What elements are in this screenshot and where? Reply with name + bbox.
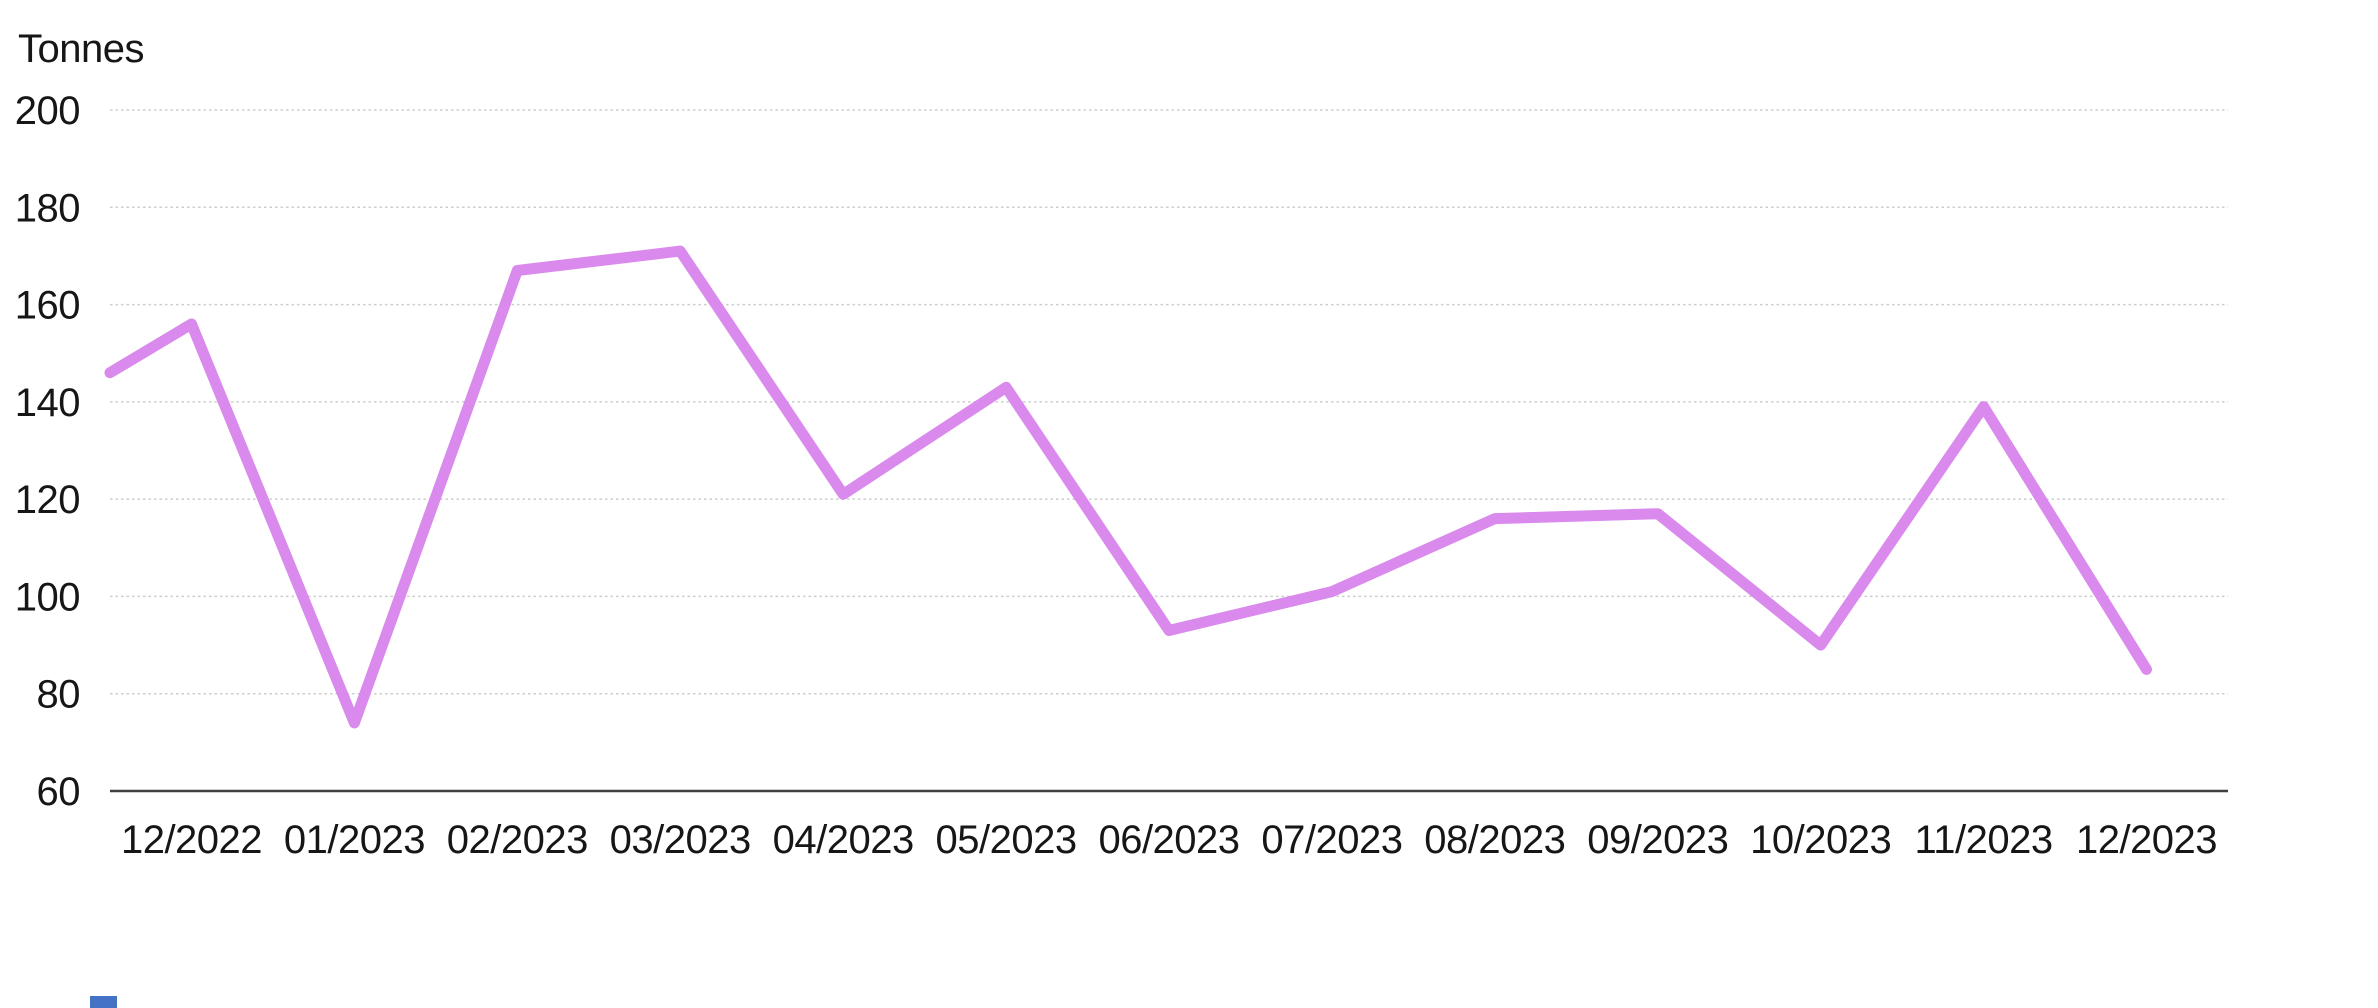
xtick-label-12/2023: 12/2023 (2076, 818, 2217, 862)
y-axis-tick-labels: 200 180 160 140 120 100 80 60 (15, 89, 81, 814)
blue-fragment (90, 996, 117, 1008)
x-axis-tick-labels: 12/2022 01/2023 02/2023 03/2023 04/2023 05/20… (121, 818, 2218, 862)
xtick-label-12/2022: 12/2022 (121, 818, 262, 862)
ytick-label-180: 180 (15, 186, 80, 230)
xtick-label-11/2023: 11/2023 (1915, 818, 2053, 862)
xtick-label-04/2023: 04/2023 (773, 818, 914, 862)
series-line-tonnes (104, 245, 2152, 729)
xtick-label-03/2023: 03/2023 (610, 818, 751, 862)
ytick-label-160: 160 (15, 284, 80, 328)
xtick-label-06/2023: 06/2023 (1098, 818, 1239, 862)
ytick-label-200: 200 (15, 89, 80, 133)
xtick-label-07/2023: 07/2023 (1261, 818, 1402, 862)
xtick-label-02/2023: 02/2023 (447, 818, 588, 862)
xtick-label-10/2023: 10/2023 (1750, 818, 1891, 862)
ytick-label-60: 60 (37, 770, 81, 814)
gridlines (110, 109, 2228, 695)
ytick-label-140: 140 (15, 381, 80, 425)
xtick-label-05/2023: 05/2023 (936, 818, 1077, 862)
xtick-label-09/2023: 09/2023 (1587, 818, 1728, 862)
ytick-label-80: 80 (37, 673, 81, 717)
ytick-label-120: 120 (15, 478, 80, 522)
xtick-label-08/2023: 08/2023 (1424, 818, 1565, 862)
ytick-label-100: 100 (15, 575, 80, 619)
y-axis-title: Tonnes (18, 27, 144, 71)
xtick-label-01/2023: 01/2023 (284, 818, 425, 862)
